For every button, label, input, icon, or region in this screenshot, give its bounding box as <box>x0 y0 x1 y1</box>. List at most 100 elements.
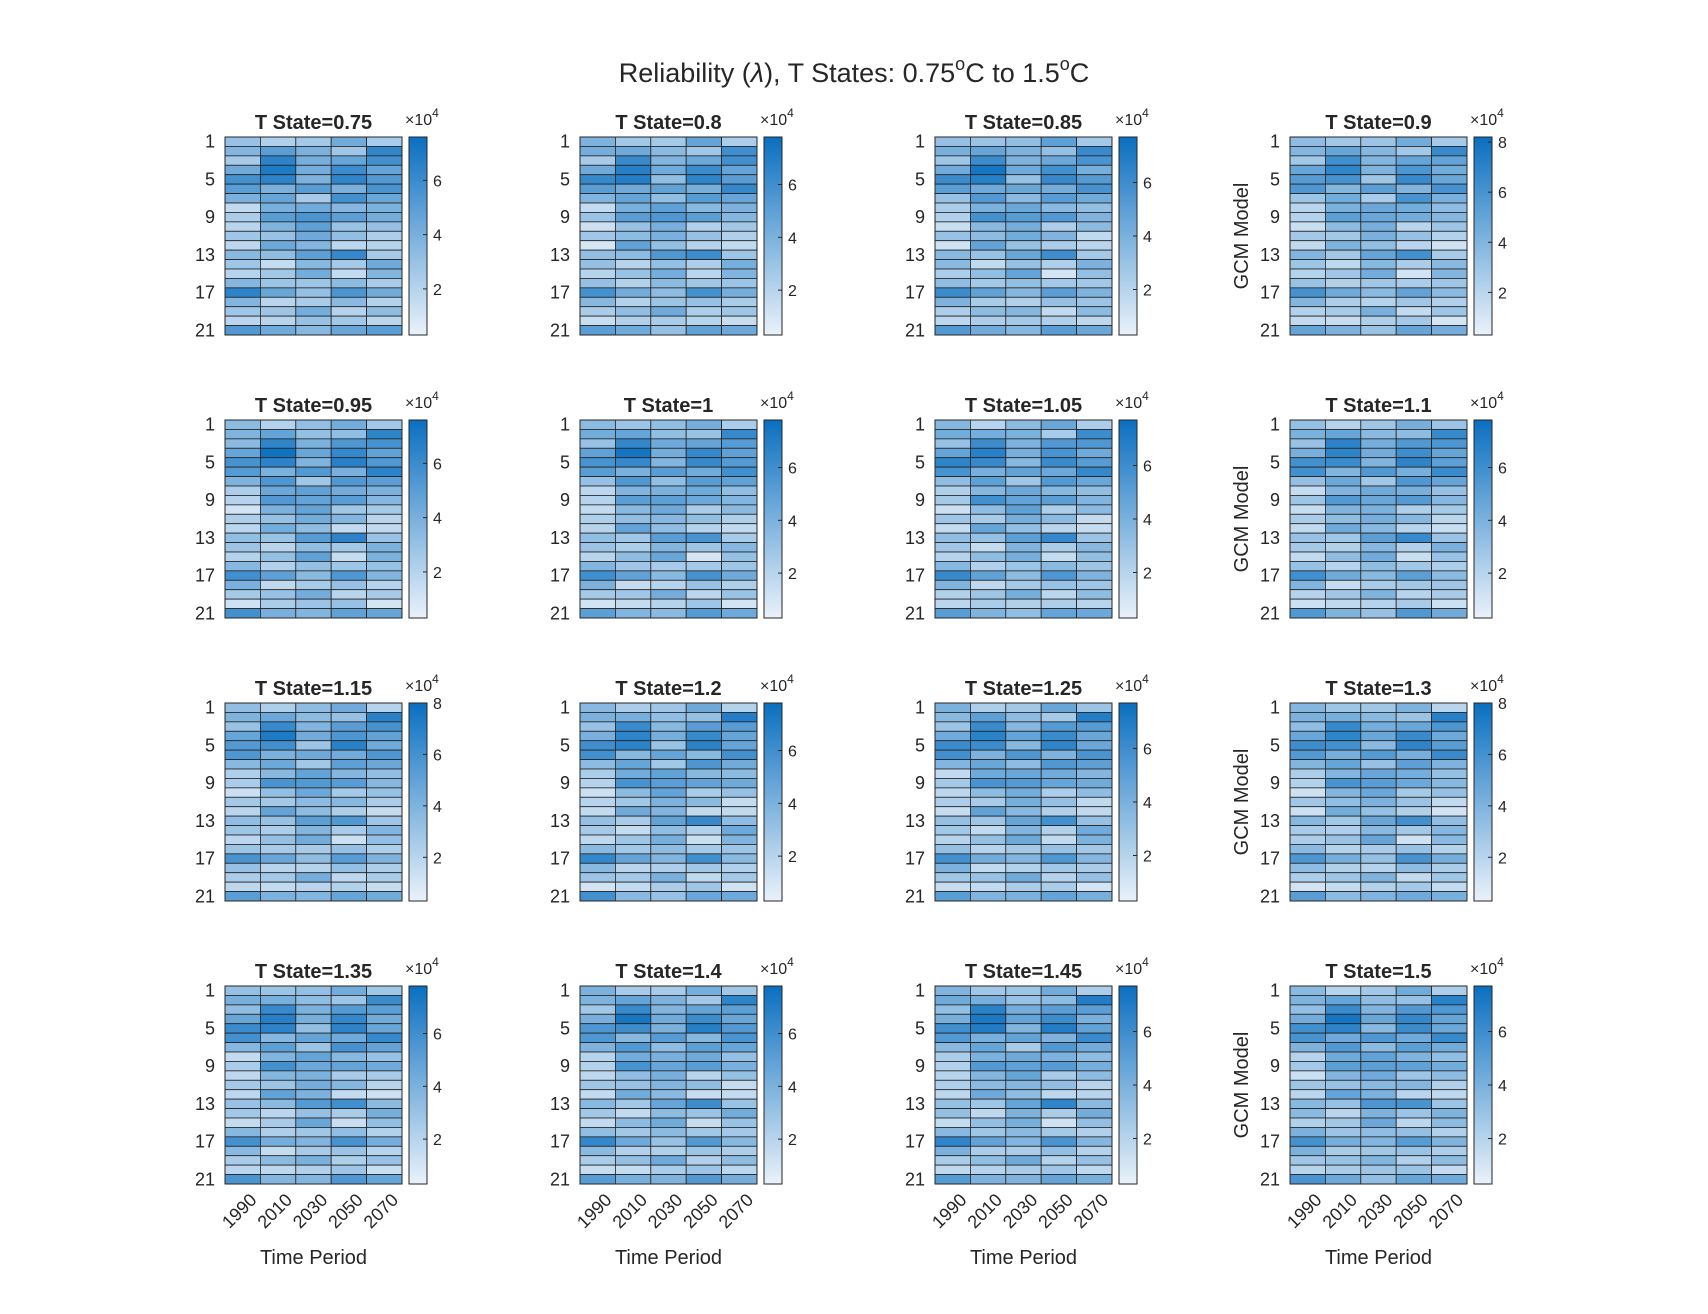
heatmap-cell <box>970 268 1007 279</box>
heatmap-cell <box>1040 457 1077 468</box>
heatmap-cell <box>970 768 1007 779</box>
heatmap-cell <box>579 447 616 459</box>
heatmap-cell <box>1076 296 1113 308</box>
heatmap-cell <box>224 1061 261 1072</box>
heatmap-cell <box>934 164 971 176</box>
heatmap-cell <box>1005 796 1042 808</box>
heatmap-cell <box>1076 287 1113 298</box>
heatmap-cell <box>1431 740 1468 751</box>
heatmap-cell <box>259 429 297 440</box>
heatmap-cell <box>685 296 723 308</box>
heatmap-cell <box>721 1089 758 1100</box>
heatmap-cell <box>650 702 687 713</box>
heatmap-cell <box>1360 1108 1397 1119</box>
heatmap-cell <box>1005 1089 1042 1100</box>
heatmap-cell <box>1076 1164 1113 1175</box>
heatmap-cell <box>366 570 403 581</box>
heatmap-cell <box>295 513 332 525</box>
heatmap-cell <box>934 429 971 440</box>
heatmap-cell <box>295 806 332 817</box>
heatmap-cell <box>685 466 723 477</box>
x-tick-label: 2070 <box>360 1190 402 1232</box>
heatmap-cell <box>615 1070 652 1081</box>
heatmap-cell <box>579 1145 616 1157</box>
heatmap-cell <box>1289 1174 1326 1185</box>
heatmap-cell <box>579 768 616 779</box>
heatmap-cell <box>650 438 687 449</box>
y-tick-label: 1 <box>205 132 215 152</box>
heatmap-cell <box>934 1061 971 1072</box>
axes-box <box>224 985 403 1185</box>
heatmap-cell <box>259 1070 297 1081</box>
y-tick-label: 17 <box>905 566 925 586</box>
heatmap-cell <box>330 495 368 506</box>
heatmap-cell <box>685 155 723 166</box>
heatmap-cell <box>721 787 758 798</box>
heatmap-cell <box>1325 1098 1362 1109</box>
heatmap-cell <box>970 1079 1007 1091</box>
heatmap-cell <box>1431 1061 1468 1072</box>
heatmap-cell <box>1076 523 1113 534</box>
heatmap-cell <box>579 1013 616 1025</box>
heatmap-cell <box>1289 579 1326 591</box>
heatmap-cell <box>721 891 758 902</box>
heatmap-cell <box>615 1079 652 1091</box>
heatmap-cell <box>1360 136 1397 147</box>
heatmap-cell <box>1289 249 1326 260</box>
heatmap-cell <box>330 485 368 496</box>
heatmap-cell <box>615 608 652 619</box>
heatmap-cell <box>1005 155 1042 166</box>
heatmap-cell <box>295 268 332 279</box>
heatmap-cell <box>295 1174 332 1185</box>
heatmap-cell <box>1360 551 1397 562</box>
heatmap-cell <box>970 995 1007 1006</box>
heatmap-cell <box>685 287 723 298</box>
heatmap-cell <box>366 136 403 147</box>
heatmap-cell <box>224 1145 261 1157</box>
heatmap-cell <box>1431 1108 1468 1119</box>
heatmap-cell <box>934 1127 971 1138</box>
heatmap-cell <box>579 579 616 591</box>
heatmap-cell <box>1431 862 1468 874</box>
heatmap-cell <box>1040 315 1077 326</box>
y-tick-label: 21 <box>550 603 570 623</box>
heatmap-cell <box>579 806 616 817</box>
heatmap-cell <box>934 240 971 251</box>
heatmap-cell <box>970 702 1007 713</box>
heatmap-cell <box>295 721 332 732</box>
heatmap-cell <box>1289 1164 1326 1175</box>
heatmap-cell <box>1005 532 1042 543</box>
heatmap-cell <box>1360 740 1397 751</box>
heatmap-cell <box>366 146 403 157</box>
heatmap-cell <box>685 1061 723 1072</box>
heatmap-cell <box>970 730 1007 742</box>
heatmap-cell <box>650 1136 687 1147</box>
heatmap-cell <box>295 834 332 845</box>
heatmap-cell <box>259 872 297 883</box>
heatmap-cell <box>1325 325 1362 336</box>
heatmap-cell <box>934 542 971 553</box>
heatmap-cell <box>615 1136 652 1147</box>
heatmap-cell <box>1289 221 1326 232</box>
heatmap-cell <box>1076 844 1113 855</box>
heatmap-cell <box>330 778 368 789</box>
heatmap-cell <box>1005 862 1042 874</box>
heatmap-cell <box>1005 259 1042 270</box>
heatmap-cell <box>1005 759 1042 770</box>
heatmap-cell <box>366 1145 403 1157</box>
heatmap-cell <box>330 702 368 713</box>
heatmap-cell <box>934 985 971 996</box>
heatmap-cell <box>366 1079 403 1091</box>
heatmap-cell <box>224 429 261 440</box>
heatmap-cell <box>366 315 403 326</box>
heatmap-cell <box>650 891 687 902</box>
heatmap-cell <box>615 712 652 723</box>
heatmap-cell <box>615 278 652 289</box>
heatmap-cell <box>1040 891 1077 902</box>
heatmap-cell <box>1040 579 1077 591</box>
heatmap-cell <box>650 447 687 459</box>
heatmap-cell <box>295 230 332 242</box>
heatmap-cell <box>685 551 723 562</box>
y-tick-label: 17 <box>195 1132 215 1152</box>
heatmap-cell <box>579 287 616 298</box>
